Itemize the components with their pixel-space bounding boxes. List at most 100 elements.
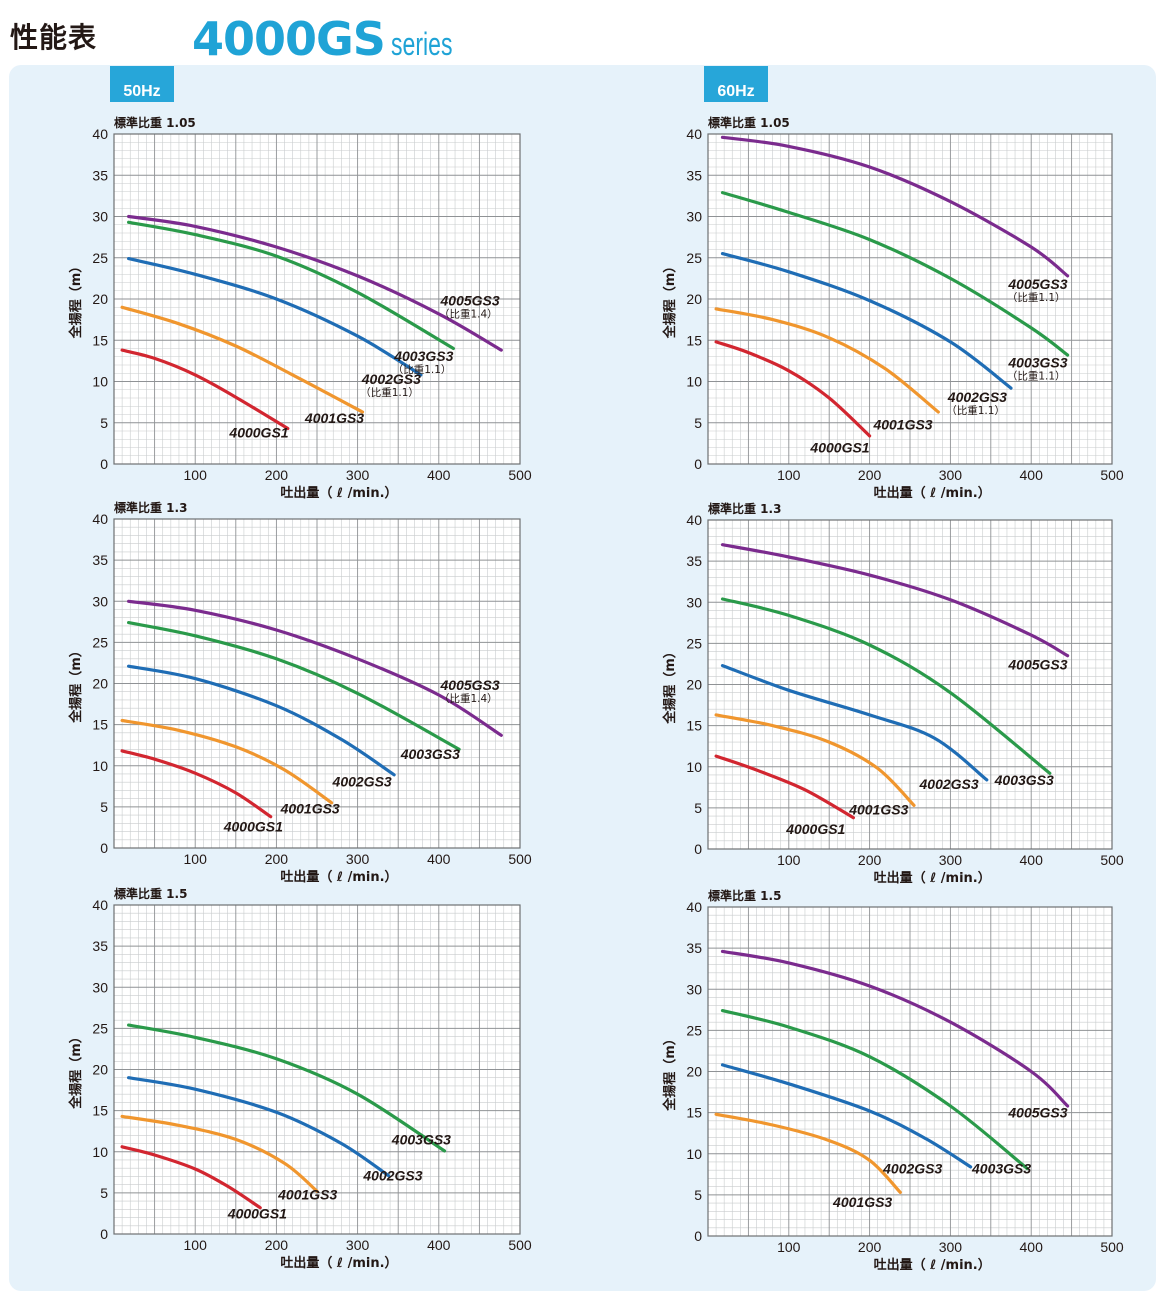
y-tick-label: 15 (92, 332, 108, 348)
x-tick-label: 300 (939, 852, 963, 868)
series-label-4003GS3: 4003GS3 (400, 746, 460, 762)
y-axis-label: 全揚程（m） (662, 260, 678, 340)
series-label-4005GS3: 4005GS3 (1007, 657, 1067, 673)
series-line-4003GS3 (720, 597, 1052, 775)
y-tick-label: 5 (100, 799, 108, 815)
series-line-4005GS3 (720, 949, 1070, 1108)
y-tick-label: 25 (92, 250, 108, 266)
x-tick-label: 100 (184, 1237, 208, 1253)
series-label-4001GS3: 4001GS3 (304, 410, 364, 426)
x-tick-label: 500 (1100, 852, 1124, 868)
series-sublabel-4005GS3: （比重1.4） (439, 692, 498, 705)
series-line-4003GS3 (127, 220, 455, 351)
series-label-4002GS3: 4002GS3 (361, 371, 421, 387)
series-line-4005GS3 (127, 214, 503, 352)
chart-c50c: 標準比重 1.5 0 5 10 15 20 25 30 35 40 100 200 300 400 500 吐… (68, 886, 532, 1271)
tab-60hz: 60Hz (704, 66, 768, 102)
y-axis-label: 全揚程（m） (68, 644, 84, 724)
y-tick-label: 20 (686, 677, 702, 693)
chart-c60b: 標準比重 1.3 0 5 10 15 20 25 30 35 40 100 200 300 400 500 吐… (662, 501, 1124, 886)
y-tick-label: 40 (92, 897, 108, 913)
x-axis-label: 吐出量（ ℓ /min.） (280, 869, 397, 885)
series-line-4001GS3 (120, 718, 334, 805)
series-line-4001GS3 (714, 713, 916, 807)
series-label-4003GS3: 4003GS3 (1007, 354, 1067, 370)
series-line-4000GS1 (120, 348, 290, 431)
series-title: 4000GS series (192, 12, 476, 66)
plot-border (113, 518, 521, 849)
y-tick-label: 40 (686, 899, 702, 915)
series-label-4001GS3: 4001GS3 (277, 1186, 337, 1202)
series-line-4002GS3 (720, 252, 1013, 390)
x-tick-label: 400 (1020, 852, 1044, 868)
y-tick-label: 25 (686, 1022, 702, 1038)
series-label-4001GS3: 4001GS3 (832, 1194, 892, 1210)
series-label-4003GS3: 4003GS3 (971, 1160, 1031, 1176)
y-tick-label: 10 (686, 759, 702, 775)
series-label-4002GS3: 4002GS3 (919, 776, 979, 792)
series-line-4001GS3 (714, 307, 940, 414)
chart-c50a: 標準比重 1.05 0 5 10 15 20 25 30 35 40 100 200 300 400 500… (68, 115, 532, 501)
y-tick-label: 40 (92, 511, 108, 527)
y-tick-label: 20 (92, 291, 108, 307)
y-tick-label: 20 (686, 291, 702, 307)
series-label-4003GS3: 4003GS3 (391, 1131, 451, 1147)
y-tick-label: 40 (686, 512, 702, 528)
y-tick-label: 10 (92, 1144, 108, 1160)
chart-title: 標準比重 1.5 (114, 886, 187, 901)
plot-border (707, 519, 1113, 850)
y-tick-label: 25 (92, 1020, 108, 1036)
y-tick-label: 15 (686, 332, 702, 348)
y-tick-label: 0 (694, 841, 702, 857)
series-label-4003GS3: 4003GS3 (393, 348, 453, 364)
series-line-4005GS3 (720, 543, 1070, 658)
series-model: 4000GS (192, 12, 386, 66)
plot-border (113, 904, 521, 1235)
y-tick-label: 30 (686, 981, 702, 997)
x-tick-label: 400 (427, 1237, 451, 1253)
series-line-4002GS3 (127, 664, 396, 777)
plot-border (707, 906, 1113, 1237)
y-tick-label: 15 (686, 1105, 702, 1121)
series-label-4002GS3: 4002GS3 (882, 1160, 942, 1176)
x-axis-label: 吐出量（ ℓ /min.） (874, 1257, 991, 1273)
y-tick-label: 40 (686, 126, 702, 142)
x-tick-label: 300 (939, 1239, 963, 1255)
series-label-4005GS3: 4005GS3 (440, 677, 500, 693)
series-label-4002GS3: 4002GS3 (947, 389, 1007, 405)
series-label-4002GS3: 4002GS3 (332, 773, 392, 789)
plot-border (707, 133, 1113, 465)
y-tick-label: 15 (92, 1103, 108, 1119)
y-tick-label: 15 (92, 717, 108, 733)
series-label-4005GS3: 4005GS3 (1007, 1105, 1067, 1121)
y-tick-label: 5 (100, 1185, 108, 1201)
x-tick-label: 200 (265, 1237, 289, 1253)
x-axis-label: 吐出量（ ℓ /min.） (280, 485, 397, 501)
x-tick-label: 200 (265, 467, 289, 483)
chart-c60a: 標準比重 1.05 0 5 10 15 20 25 30 35 40 100 200 300 400 500… (662, 115, 1124, 501)
series-line-4005GS3 (720, 135, 1070, 278)
series-label-4005GS3: 4005GS3 (440, 293, 500, 309)
y-tick-label: 0 (100, 1226, 108, 1242)
y-tick-label: 5 (694, 1187, 702, 1203)
y-axis-label: 全揚程（m） (662, 1032, 678, 1112)
series-line-4002GS3 (127, 1076, 391, 1178)
tab-50hz: 50Hz (110, 66, 174, 102)
y-tick-label: 15 (686, 718, 702, 734)
y-tick-label: 0 (100, 840, 108, 856)
series-label-4000GS1: 4000GS1 (227, 1205, 287, 1221)
x-tick-label: 500 (508, 467, 532, 483)
series-label-4001GS3: 4001GS3 (872, 416, 932, 432)
x-tick-label: 100 (777, 852, 801, 868)
x-tick-label: 400 (427, 851, 451, 867)
chart-c50b: 標準比重 1.3 0 5 10 15 20 25 30 35 40 100 200 300 400 500 吐… (68, 500, 532, 885)
y-tick-label: 20 (92, 676, 108, 692)
y-tick-label: 30 (92, 209, 108, 225)
chart-title: 標準比重 1.05 (708, 115, 790, 130)
y-tick-label: 0 (694, 1228, 702, 1244)
x-tick-label: 100 (184, 467, 208, 483)
x-tick-label: 400 (1020, 467, 1044, 483)
y-tick-label: 20 (92, 1062, 108, 1078)
x-tick-label: 200 (858, 467, 882, 483)
